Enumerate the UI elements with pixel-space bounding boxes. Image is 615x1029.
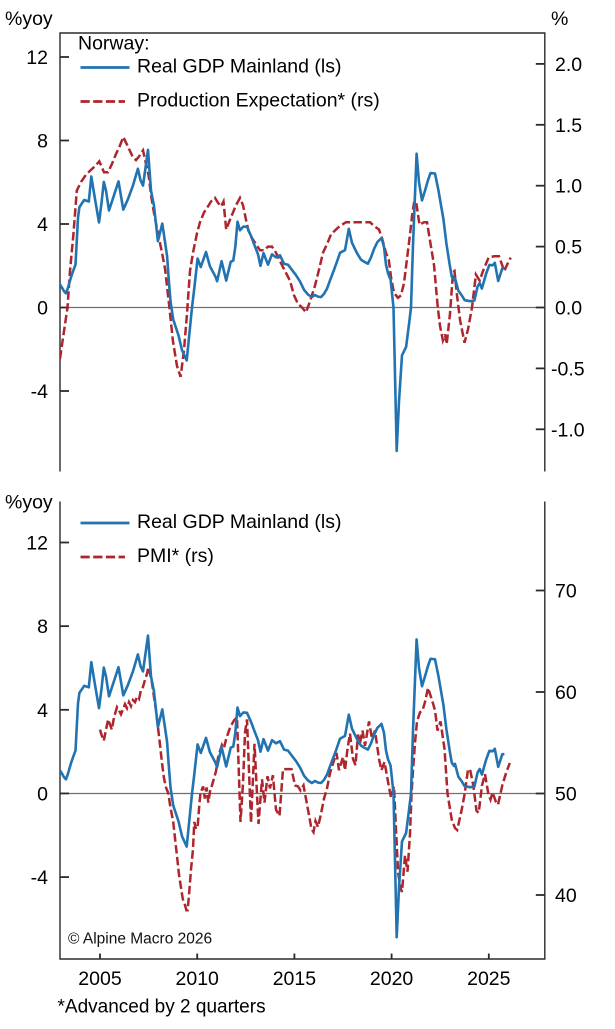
svg-text:Norway:: Norway: bbox=[78, 33, 150, 55]
svg-text:Real GDP Mainland (ls): Real GDP Mainland (ls) bbox=[137, 511, 341, 533]
svg-text:2015: 2015 bbox=[273, 968, 317, 990]
svg-text:4: 4 bbox=[37, 214, 48, 236]
svg-text:70: 70 bbox=[555, 581, 577, 603]
svg-text:0: 0 bbox=[37, 784, 48, 806]
svg-text:4: 4 bbox=[37, 700, 48, 722]
svg-text:60: 60 bbox=[555, 682, 577, 704]
svg-text:2025: 2025 bbox=[467, 968, 511, 990]
svg-text:%yoy: %yoy bbox=[5, 8, 53, 30]
svg-text:%yoy: %yoy bbox=[5, 492, 53, 514]
svg-text:12: 12 bbox=[26, 47, 48, 69]
svg-text:1.5: 1.5 bbox=[555, 115, 582, 137]
svg-text:1.0: 1.0 bbox=[555, 176, 582, 198]
svg-text:-4: -4 bbox=[31, 867, 48, 889]
svg-text:%: % bbox=[551, 8, 568, 30]
svg-text:-4: -4 bbox=[31, 381, 48, 403]
svg-text:© Alpine Macro 2026: © Alpine Macro 2026 bbox=[68, 931, 212, 948]
svg-text:0: 0 bbox=[37, 298, 48, 320]
svg-text:Real GDP Mainland (ls): Real GDP Mainland (ls) bbox=[137, 56, 341, 78]
svg-text:8: 8 bbox=[37, 131, 48, 153]
svg-text:-0.5: -0.5 bbox=[551, 358, 585, 380]
svg-text:2020: 2020 bbox=[370, 968, 414, 990]
svg-text:PMI* (rs): PMI* (rs) bbox=[137, 545, 214, 567]
svg-text:12: 12 bbox=[26, 533, 48, 555]
svg-text:8: 8 bbox=[37, 616, 48, 638]
svg-text:2005: 2005 bbox=[78, 968, 122, 990]
svg-text:0.0: 0.0 bbox=[555, 298, 582, 320]
svg-text:Production Expectation* (rs): Production Expectation* (rs) bbox=[137, 90, 380, 112]
svg-text:-1.0: -1.0 bbox=[551, 419, 585, 441]
svg-text:50: 50 bbox=[555, 784, 577, 806]
svg-text:*Advanced by 2 quarters: *Advanced by 2 quarters bbox=[58, 997, 266, 1018]
svg-text:40: 40 bbox=[555, 885, 577, 907]
svg-text:2010: 2010 bbox=[176, 968, 220, 990]
svg-text:2.0: 2.0 bbox=[555, 54, 582, 76]
svg-text:0.5: 0.5 bbox=[555, 237, 582, 259]
